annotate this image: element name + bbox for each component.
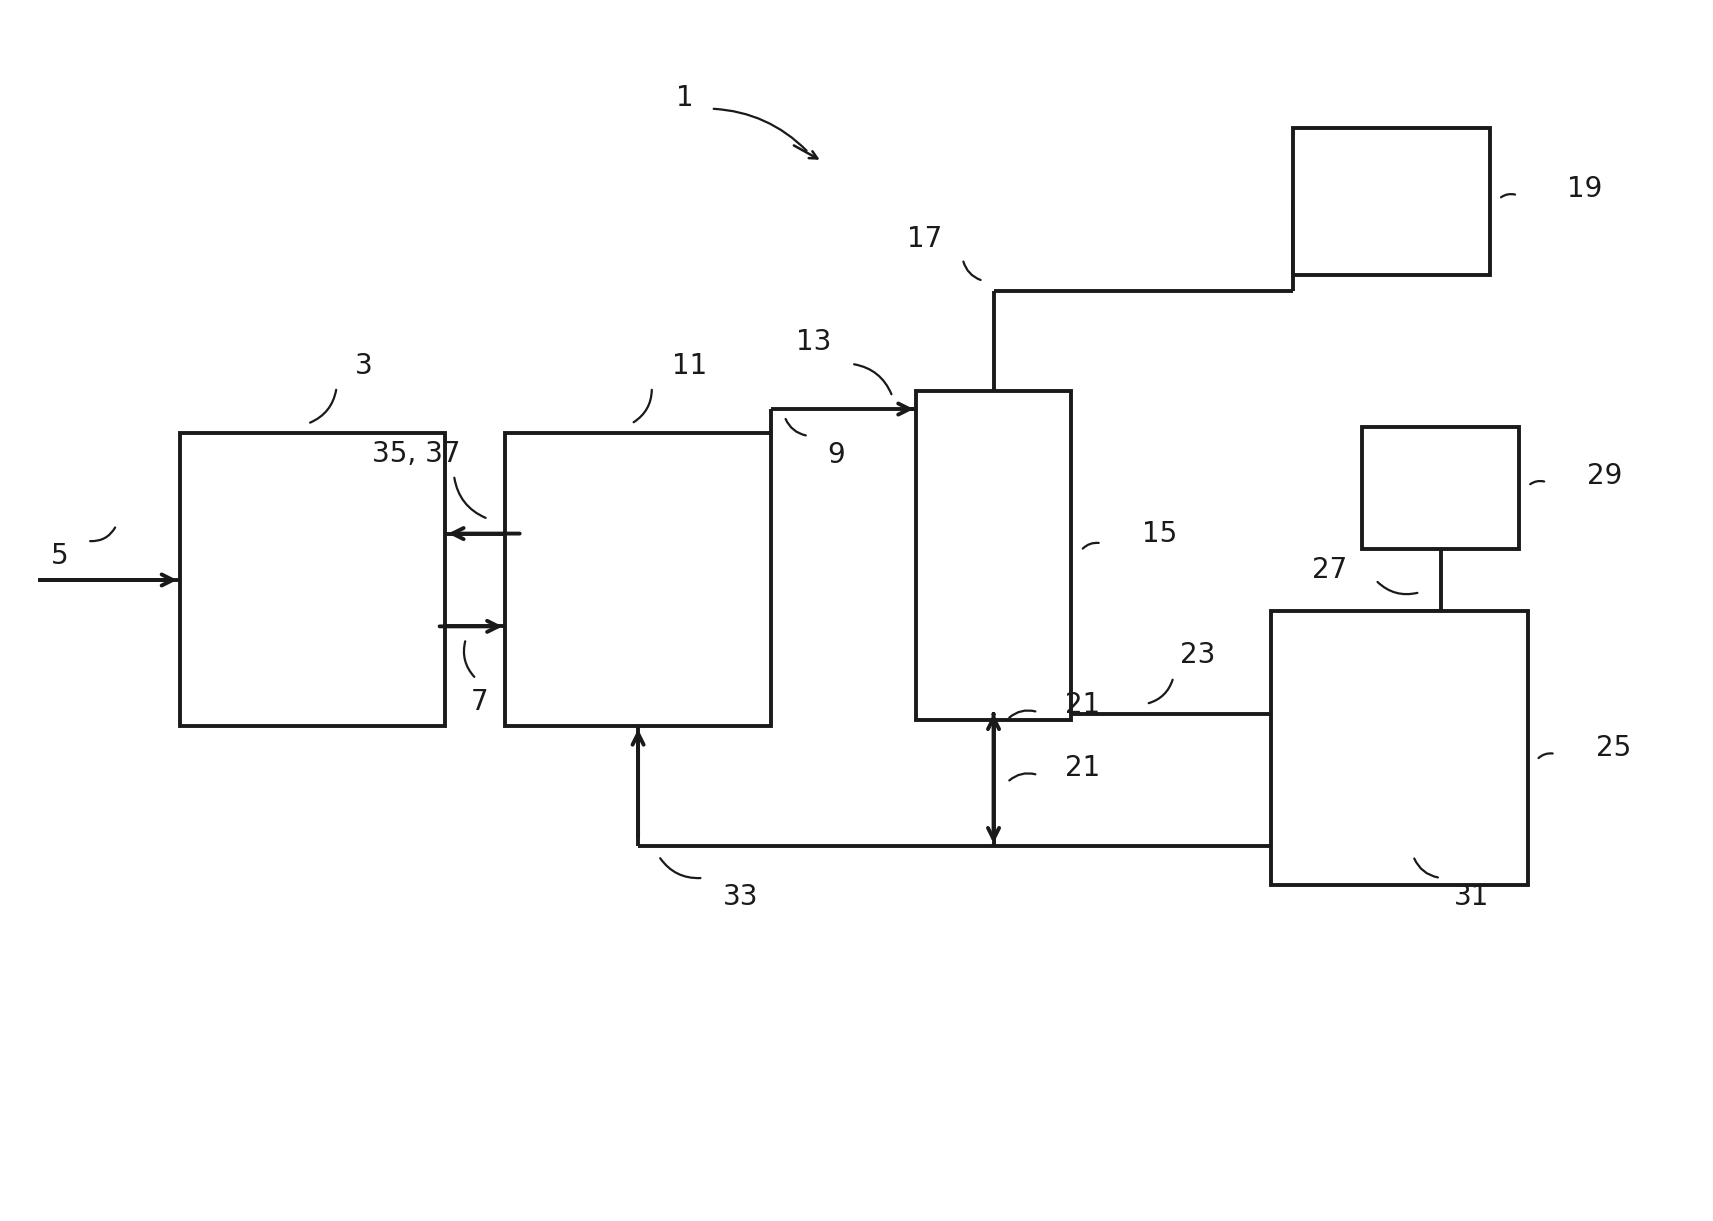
Bar bbox=[180, 433, 445, 726]
Text: 25: 25 bbox=[1597, 734, 1631, 762]
Bar bbox=[1271, 610, 1528, 885]
Bar bbox=[916, 391, 1071, 720]
Text: 23: 23 bbox=[1180, 641, 1215, 669]
Text: 11: 11 bbox=[671, 353, 707, 380]
Text: 5: 5 bbox=[51, 542, 69, 569]
Text: 9: 9 bbox=[827, 442, 845, 469]
Text: 35, 37: 35, 37 bbox=[372, 441, 461, 468]
Bar bbox=[1362, 427, 1519, 549]
Text: 17: 17 bbox=[908, 226, 942, 253]
Text: 3: 3 bbox=[355, 353, 373, 380]
Text: 19: 19 bbox=[1567, 176, 1602, 203]
Text: 7: 7 bbox=[471, 689, 488, 716]
Text: 13: 13 bbox=[797, 328, 831, 355]
Text: 33: 33 bbox=[723, 884, 759, 911]
Bar bbox=[1293, 128, 1490, 275]
Text: 21: 21 bbox=[1065, 691, 1100, 719]
Text: 21: 21 bbox=[1065, 753, 1100, 781]
Text: 29: 29 bbox=[1588, 463, 1622, 490]
Bar bbox=[505, 433, 771, 726]
Text: 31: 31 bbox=[1454, 884, 1489, 911]
Text: 1: 1 bbox=[677, 84, 694, 111]
Text: 27: 27 bbox=[1312, 557, 1346, 584]
Text: 15: 15 bbox=[1143, 520, 1177, 547]
